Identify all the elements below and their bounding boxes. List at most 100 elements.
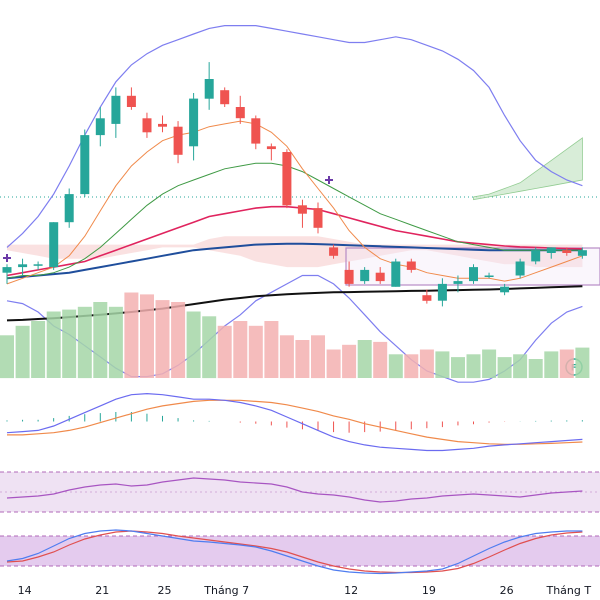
- volume-bar: [373, 341, 388, 378]
- candle-body: [375, 272, 385, 282]
- candle-body: [313, 208, 323, 228]
- candle-body: [344, 269, 354, 284]
- ma-red-line: [6, 205, 583, 277]
- candle: [453, 275, 463, 293]
- volume-bar: [15, 325, 30, 379]
- candle-body: [220, 90, 230, 105]
- candle-body: [64, 194, 74, 223]
- candle-body: [111, 95, 121, 124]
- candle: [126, 87, 136, 110]
- candle-body: [158, 123, 167, 127]
- candle: [469, 264, 478, 284]
- candle: [515, 258, 525, 279]
- bollinger-upper-line: [6, 25, 583, 248]
- volume-bar: [217, 325, 232, 379]
- candle: [80, 129, 90, 197]
- volume-bar: [233, 321, 248, 378]
- candle: [329, 244, 339, 259]
- volume-bar: [528, 359, 543, 378]
- candle-body: [577, 250, 587, 256]
- candle: [360, 267, 370, 284]
- candle: [158, 115, 167, 133]
- x-tick-label: 14: [18, 584, 32, 597]
- volume-bar: [62, 309, 77, 378]
- candle: [437, 278, 447, 307]
- candle-body: [266, 146, 276, 150]
- volume-bar: [31, 321, 46, 378]
- candle: [282, 149, 292, 209]
- candle: [406, 258, 416, 273]
- candle: [189, 93, 199, 161]
- candle: [422, 289, 432, 304]
- volume-bar: [559, 349, 574, 378]
- cross-marker-icon: [325, 176, 333, 184]
- candle-body: [297, 205, 307, 214]
- candle-body: [469, 267, 478, 282]
- volume-bar: [0, 335, 14, 379]
- volume-bar: [497, 357, 512, 378]
- stoch-k-line: [6, 529, 583, 575]
- volume-bar: [77, 306, 92, 379]
- volume-bar: [140, 294, 154, 378]
- volume-bar: [388, 354, 403, 379]
- x-tick-label: Tháng 7: [203, 584, 249, 597]
- x-tick-label: Tháng T: [545, 584, 591, 597]
- candle-body: [95, 118, 105, 136]
- candle-body: [500, 286, 510, 293]
- candle: [500, 283, 510, 296]
- flag-badge-letter: F: [571, 364, 577, 374]
- candle-body: [453, 281, 463, 284]
- candle: [111, 87, 121, 138]
- candle: [391, 258, 401, 287]
- volume-bar: [404, 354, 419, 379]
- volume-bar: [482, 349, 497, 378]
- candle: [204, 62, 214, 110]
- x-axis: 14 21 25 Tháng 7 12 19 26 Tháng T: [18, 584, 592, 597]
- stochastic-panel: [0, 529, 600, 575]
- volume-bar: [46, 311, 61, 378]
- candle: [266, 143, 276, 161]
- candle: [562, 247, 572, 256]
- candle: [49, 222, 59, 270]
- stoch-band: [0, 536, 600, 566]
- macd-signal-line: [7, 399, 583, 445]
- ma-mid-line: [6, 162, 583, 279]
- candle: [220, 87, 230, 107]
- candle-body: [531, 250, 541, 262]
- main-price-panel: F: [0, 25, 600, 383]
- candle-body: [422, 295, 432, 301]
- candle: [95, 107, 105, 147]
- candle-body: [33, 264, 43, 266]
- candle-body: [235, 107, 245, 119]
- candle-body: [329, 247, 339, 256]
- candle-body: [2, 267, 12, 273]
- x-tick-label: 21: [95, 584, 109, 597]
- rsi-line: [6, 477, 583, 503]
- volume-bar: [575, 347, 590, 378]
- candle-body: [173, 126, 183, 155]
- candle-body: [484, 275, 494, 277]
- volume-bar: [544, 351, 559, 378]
- candle: [577, 247, 587, 259]
- candle: [344, 261, 354, 287]
- ichimoku-cloud-green: [473, 137, 583, 201]
- candle: [18, 258, 28, 276]
- candle-body: [360, 269, 370, 282]
- macd-line: [6, 392, 583, 452]
- stoch-d-line: [6, 530, 583, 574]
- candle-body: [391, 261, 401, 287]
- volume-bar: [419, 349, 434, 378]
- candle: [33, 261, 43, 270]
- candle: [64, 188, 74, 228]
- candle: [235, 95, 245, 124]
- volume-bar: [279, 335, 294, 379]
- volume-bar: [311, 335, 325, 379]
- volume-bar: [155, 300, 170, 378]
- x-tick-label: 12: [344, 584, 358, 597]
- candle: [531, 247, 541, 265]
- volume-bar: [202, 316, 217, 379]
- candle-body: [251, 118, 261, 144]
- rsi-panel: [0, 471, 600, 513]
